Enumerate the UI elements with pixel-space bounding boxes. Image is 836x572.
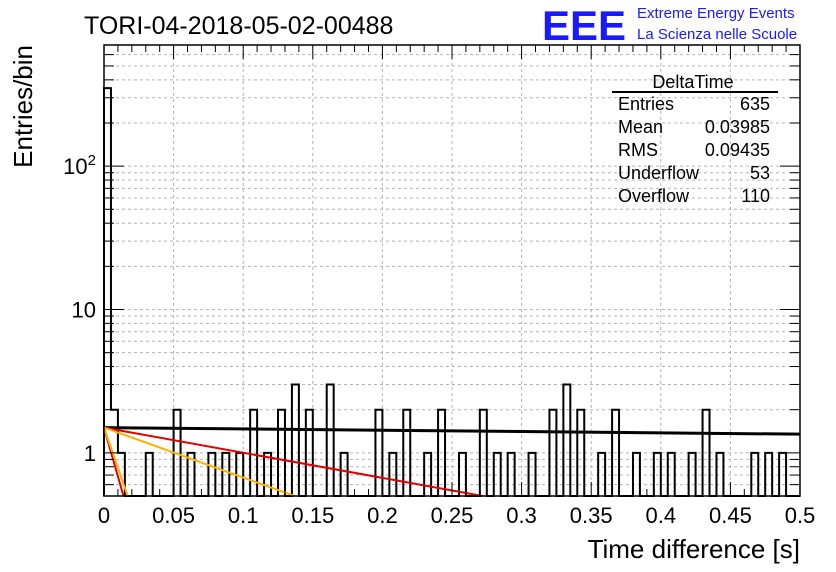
x-tick-label: 0.15 bbox=[291, 503, 334, 528]
fit-curve bbox=[103, 426, 296, 497]
stats-box: DeltaTime Entries 635 Mean 0.03985 RMS 0… bbox=[612, 72, 778, 206]
eee-logo: EEE Extreme Energy Events La Scienza nel… bbox=[542, 2, 797, 49]
x-tick-label: 0.35 bbox=[570, 503, 613, 528]
stats-entries-label: Entries bbox=[618, 94, 674, 114]
stats-rms-label: RMS bbox=[618, 140, 658, 160]
stats-underflow-label: Underflow bbox=[618, 163, 700, 183]
stats-rms-value: 0.09435 bbox=[705, 140, 770, 160]
x-tick-label: 0.4 bbox=[646, 503, 677, 528]
stats-title: DeltaTime bbox=[652, 72, 733, 92]
fit-curve bbox=[103, 426, 801, 436]
fit-curve bbox=[103, 426, 483, 497]
x-tick-label: 0.3 bbox=[506, 503, 537, 528]
logo-letters: EEE bbox=[542, 2, 626, 49]
logo-line-1: Extreme Energy Events bbox=[637, 5, 795, 22]
fit-curves bbox=[103, 426, 801, 497]
x-tick-label: 0 bbox=[98, 503, 110, 528]
stats-mean-value: 0.03985 bbox=[705, 117, 770, 137]
y-tick-label: 1 bbox=[84, 441, 96, 466]
x-tick-label: 0.25 bbox=[431, 503, 474, 528]
x-tick-label: 0.5 bbox=[785, 503, 816, 528]
stats-overflow-value: 110 bbox=[741, 186, 770, 206]
stats-entries-value: 635 bbox=[740, 94, 770, 114]
x-tick-label: 0.05 bbox=[152, 503, 195, 528]
axis-ticks: 0 0.05 0.1 0.15 0.2 0.25 0.3 0.35 0.4 0.45 0.51101… bbox=[63, 44, 816, 528]
x-tick-label: 0.45 bbox=[709, 503, 752, 528]
x-tick-label: 0.1 bbox=[228, 503, 259, 528]
y-axis-title: Entries/bin bbox=[8, 45, 38, 168]
chart-title: TORI-04-2018-05-02-00488 bbox=[84, 12, 393, 40]
logo-line-2: La Scienza nelle Scuole bbox=[637, 26, 797, 43]
x-axis-title: Time difference [s] bbox=[588, 534, 800, 564]
stats-mean-label: Mean bbox=[618, 117, 663, 137]
stats-overflow-label: Overflow bbox=[618, 186, 690, 206]
x-tick-label: 0.2 bbox=[367, 503, 398, 528]
y-tick-label: 102 bbox=[63, 152, 96, 179]
y-tick-label: 10 bbox=[72, 297, 96, 322]
fit-curve bbox=[103, 427, 129, 497]
grid-lines bbox=[104, 44, 800, 497]
stats-underflow-value: 53 bbox=[750, 163, 770, 183]
